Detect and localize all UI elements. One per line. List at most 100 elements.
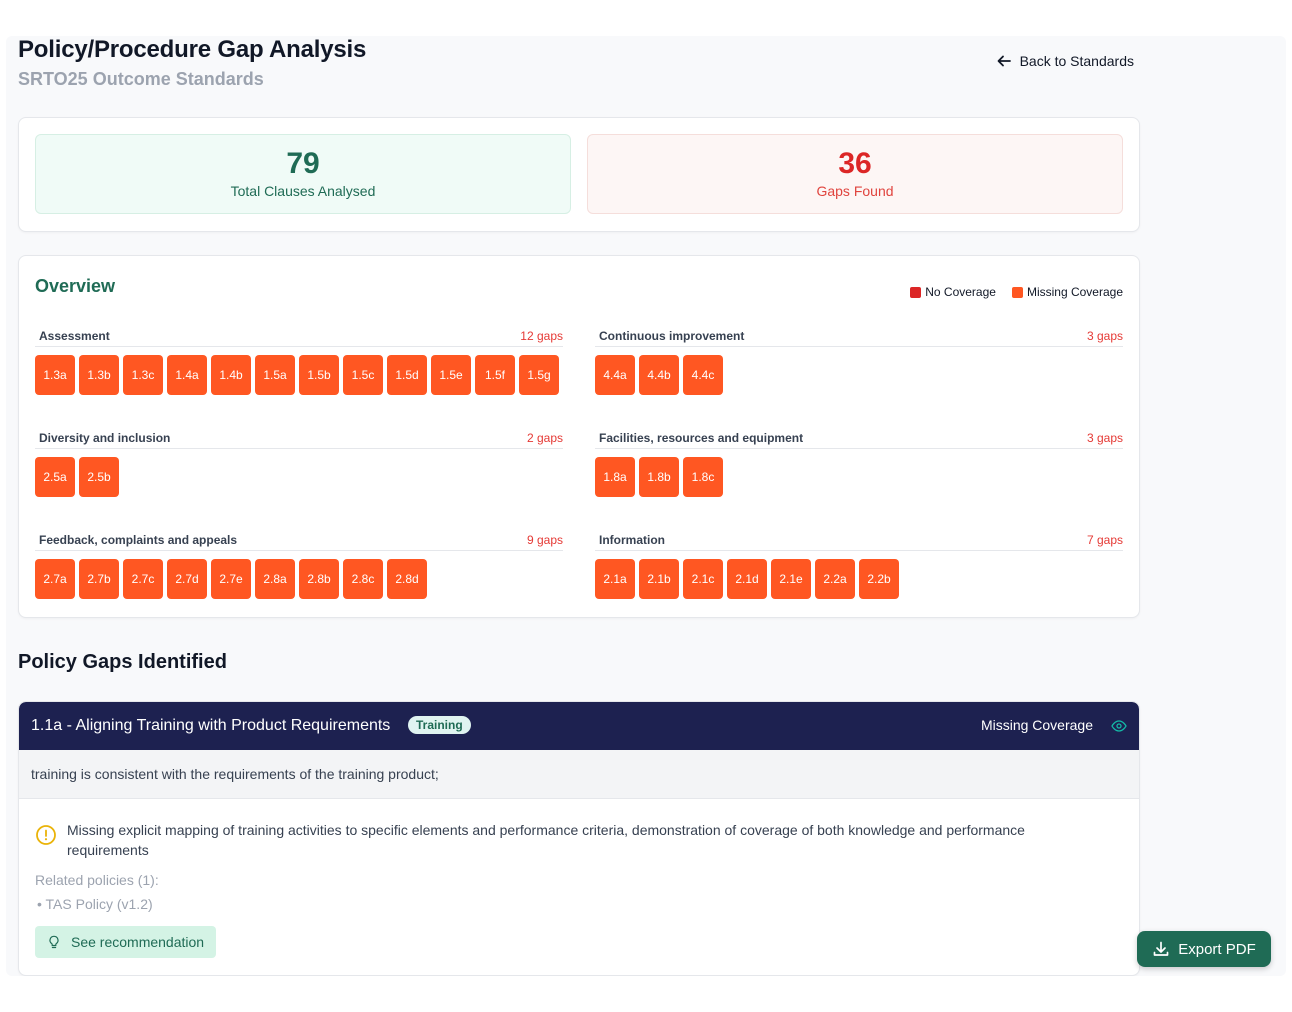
page-container: Policy/Procedure Gap Analysis SRTO25 Out… — [6, 36, 1286, 976]
page-title: Policy/Procedure Gap Analysis — [18, 36, 367, 63]
warning-icon — [36, 825, 56, 845]
group-name: Information — [599, 533, 665, 547]
group-gap-count: 12 gaps — [520, 329, 563, 343]
group-assessment: Assessment 12 gaps 1.3a 1.3b 1.3c 1.4a 1.4b 1… — [35, 324, 563, 395]
see-recommendation-button[interactable]: See recommendation — [35, 926, 217, 958]
clause-chip[interactable]: 2.8a — [255, 559, 295, 599]
clause-chip[interactable]: 2.1c — [683, 559, 723, 599]
clause-chip[interactable]: 2.8d — [387, 559, 427, 599]
clause-chip[interactable]: 1.5d — [387, 355, 427, 395]
legend-swatch — [1011, 286, 1023, 298]
clause-chips: 2.1a 2.1b 2.1c 2.1d 2.1e 2.2a 2.2b — [595, 559, 1123, 599]
arrow-left-icon — [997, 55, 1011, 67]
clause-chip[interactable]: 2.8b — [299, 559, 339, 599]
clause-chip[interactable]: 2.7d — [167, 559, 207, 599]
clause-chips: 2.5a 2.5b — [35, 457, 563, 497]
gap-warning-text: Missing explicit mapping of training act… — [67, 822, 1025, 858]
clause-chip[interactable]: 1.5a — [255, 355, 295, 395]
clause-chip[interactable]: 2.5a — [35, 457, 75, 497]
legend-item-missing-coverage: Missing Coverage — [1011, 285, 1123, 299]
clause-chip[interactable]: 4.4c — [683, 355, 723, 395]
clause-chip[interactable]: 1.3c — [123, 355, 163, 395]
total-clauses-stat: 79 Total Clauses Analysed — [35, 134, 571, 214]
legend-item-no-coverage: No Coverage — [910, 285, 996, 299]
clause-chip[interactable]: 2.7a — [35, 559, 75, 599]
clause-chip[interactable]: 2.5b — [79, 457, 119, 497]
clause-chip[interactable]: 2.1b — [639, 559, 679, 599]
clause-chip[interactable]: 4.4a — [595, 355, 635, 395]
export-pdf-button[interactable]: Export PDF — [1137, 931, 1271, 967]
clause-chip[interactable]: 1.5b — [299, 355, 339, 395]
coverage-status: Missing Coverage — [980, 717, 1093, 733]
gaps-found-stat: 36 Gaps Found — [587, 134, 1123, 214]
eye-icon[interactable] — [1111, 718, 1127, 734]
see-recommendation-label: See recommendation — [71, 934, 205, 950]
clause-chip[interactable]: 1.5g — [519, 355, 559, 395]
gap-card: 1.1a - Aligning Training with Product Re… — [18, 701, 1140, 976]
total-clauses-label: Total Clauses Analysed — [230, 183, 376, 199]
group-name: Facilities, resources and equipment — [599, 431, 804, 445]
gap-title: 1.1a - Aligning Training with Product Re… — [31, 717, 391, 734]
policy-gaps-title: Policy Gaps Identified — [18, 651, 227, 673]
group-gap-count: 3 gaps — [1086, 431, 1123, 445]
clause-chip[interactable]: 1.5c — [343, 355, 383, 395]
clause-chip[interactable]: 2.7b — [79, 559, 119, 599]
related-policies-label: Related policies (1): — [35, 872, 159, 888]
coverage-legend: No Coverage Missing Coverage — [910, 285, 1123, 299]
clause-chips: 4.4a 4.4b 4.4c — [595, 355, 1123, 395]
clause-chip[interactable]: 2.1a — [595, 559, 635, 599]
group-name: Continuous improvement — [599, 329, 745, 343]
clause-chip[interactable]: 1.4b — [211, 355, 251, 395]
clause-chip[interactable]: 2.8c — [343, 559, 383, 599]
clause-chip[interactable]: 2.7c — [123, 559, 163, 599]
group-facilities: Facilities, resources and equipment 3 ga… — [595, 426, 1123, 497]
category-tag: Training — [408, 716, 471, 734]
group-continuous-improvement: Continuous improvement 3 gaps 4.4a 4.4b 4.… — [595, 324, 1123, 395]
group-name: Feedback, complaints and appeals — [39, 533, 238, 547]
clause-chip[interactable]: 1.8b — [639, 457, 679, 497]
group-feedback-complaints: Feedback, complaints and appeals 9 gaps … — [35, 528, 563, 599]
clause-chip[interactable]: 2.2b — [859, 559, 899, 599]
group-gap-count: 2 gaps — [526, 431, 563, 445]
group-diversity-inclusion: Diversity and inclusion 2 gaps 2.5a 2.5b — [35, 426, 563, 497]
lightbulb-icon — [49, 935, 59, 949]
clause-chip[interactable]: 1.5f — [475, 355, 515, 395]
group-gap-count: 9 gaps — [526, 533, 563, 547]
gaps-found-value: 36 — [838, 147, 872, 180]
clause-chip[interactable]: 2.2a — [815, 559, 855, 599]
group-name: Diversity and inclusion — [39, 431, 171, 445]
clause-chip[interactable]: 1.3a — [35, 355, 75, 395]
clause-chip[interactable]: 2.1d — [727, 559, 767, 599]
clause-chip[interactable]: 1.4a — [167, 355, 207, 395]
group-information: Information 7 gaps 2.1a 2.1b 2.1c 2.1d 2.1e 2… — [595, 528, 1123, 599]
back-to-standards-label: Back to Standards — [1019, 53, 1134, 69]
related-policy-name: TAS Policy (v1.2) — [45, 896, 153, 912]
group-gap-count: 7 gaps — [1086, 533, 1123, 547]
clause-chip[interactable]: 1.3b — [79, 355, 119, 395]
clause-chip[interactable]: 4.4b — [639, 355, 679, 395]
group-name: Assessment — [39, 329, 110, 343]
overview-title: Overview — [35, 276, 116, 296]
legend-swatch — [910, 286, 922, 298]
clause-chip[interactable]: 2.1e — [771, 559, 811, 599]
clause-description: training is consistent with the requirem… — [19, 750, 1139, 799]
gap-warning: Missing explicit mapping of training act… — [35, 820, 1095, 860]
total-clauses-value: 79 — [286, 147, 320, 180]
page-subtitle: SRTO25 Outcome Standards — [18, 69, 264, 89]
group-gap-count: 3 gaps — [1086, 329, 1123, 343]
clause-chip[interactable]: 2.7e — [211, 559, 251, 599]
related-policy-item: • TAS Policy (v1.2) — [37, 896, 153, 912]
legend-label: Missing Coverage — [1026, 285, 1123, 299]
clause-chips: 1.3a 1.3b 1.3c 1.4a 1.4b 1.5a 1.5b 1.5c 1.5d 1.5e… — [35, 355, 563, 395]
clause-chip[interactable]: 1.8a — [595, 457, 635, 497]
export-pdf-label: Export PDF — [1178, 940, 1256, 958]
legend-label: No Coverage — [925, 285, 996, 299]
clause-chips: 1.8a 1.8b 1.8c — [595, 457, 1123, 497]
stats-card: 79 Total Clauses Analysed 36 Gaps Found — [18, 117, 1140, 232]
back-to-standards-button[interactable]: Back to Standards — [996, 53, 1134, 69]
clause-chips: 2.7a 2.7b 2.7c 2.7d 2.7e 2.8a 2.8b 2.8c 2.8d — [35, 559, 563, 599]
clause-chip[interactable]: 1.5e — [431, 355, 471, 395]
gap-card-header[interactable]: 1.1a - Aligning Training with Product Re… — [19, 702, 1139, 750]
clause-chip[interactable]: 1.8c — [683, 457, 723, 497]
download-icon — [1153, 941, 1169, 956]
